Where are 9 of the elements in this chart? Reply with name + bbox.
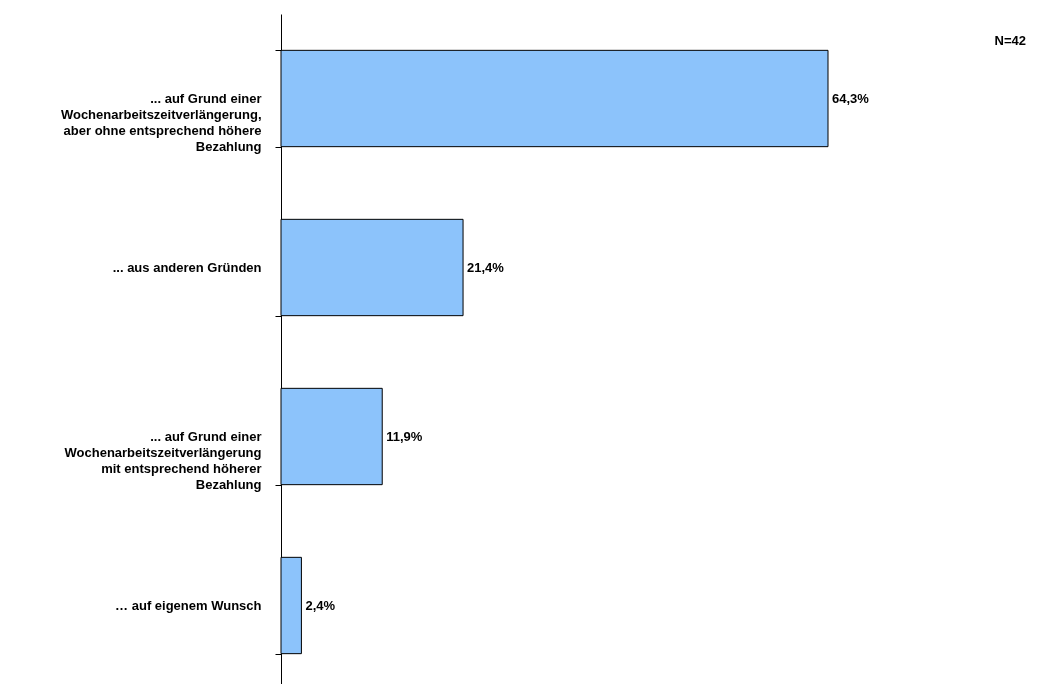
y-tick-label: ... auf Grund einer Wochenarbeitszeitverlängerung mit entsprechend höherer Bezahlung: [64, 429, 262, 492]
y-tick-label: ... auf Grund einer Wochenarbeitszeitverlängerung, aber ohne entsprechend höhere Bezahlung: [60, 91, 262, 154]
y-tick-label: … auf eigenem Wunsch: [115, 598, 262, 613]
data-label: 11,9%: [386, 428, 423, 444]
data-label: 64,3%: [832, 90, 870, 106]
y-tick-label: ... aus anderen Gründen: [112, 260, 262, 275]
text: N=42: [994, 33, 1026, 48]
data-label: 2,4%: [305, 597, 336, 613]
data-label: 21,4%: [467, 259, 505, 275]
